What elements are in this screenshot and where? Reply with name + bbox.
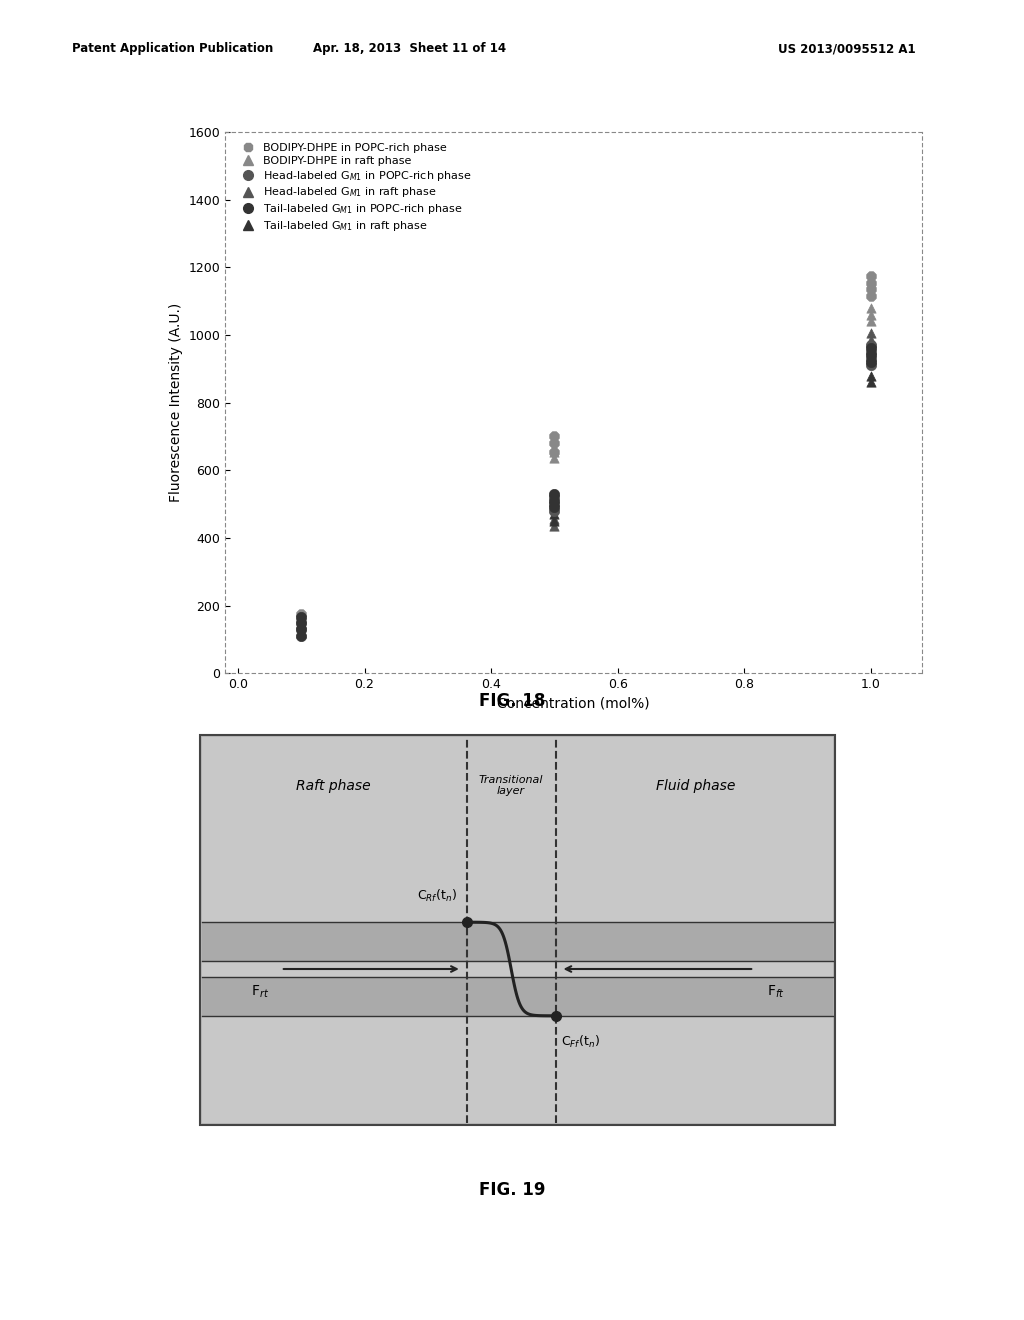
Point: [546, 500, 562, 521]
Text: C$_{Ff}$(t$_n$): C$_{Ff}$(t$_n$): [560, 1034, 599, 1049]
Legend: BODIPY-DHPE in POPC-rich phase, BODIPY-DHPE in raft phase, Head-labeled G$_{M1}$: BODIPY-DHPE in POPC-rich phase, BODIPY-D…: [230, 137, 477, 239]
Text: Patent Application Publication: Patent Application Publication: [72, 42, 273, 55]
Point: [293, 607, 309, 628]
Point: [863, 330, 880, 351]
Point: [546, 441, 562, 462]
Point: [546, 426, 562, 447]
Point: [546, 511, 562, 532]
Point: [863, 345, 880, 366]
Point: [863, 338, 880, 359]
Point: [863, 342, 880, 363]
Point: [863, 297, 880, 318]
Point: [546, 447, 562, 469]
Bar: [200, 735, 835, 1125]
Point: [293, 619, 309, 640]
Point: [546, 433, 562, 454]
Point: [863, 334, 880, 355]
Point: [863, 272, 880, 293]
Point: [863, 304, 880, 325]
Point: [863, 322, 880, 343]
Point: [863, 265, 880, 286]
Text: Fluid phase: Fluid phase: [655, 779, 735, 793]
Point: [863, 366, 880, 387]
Point: [293, 626, 309, 647]
Point: [546, 494, 562, 515]
Point: [863, 285, 880, 306]
Point: [293, 610, 309, 631]
Point: [546, 441, 562, 462]
Point: [546, 516, 562, 537]
Text: F$_{rt}$: F$_{rt}$: [251, 983, 269, 1001]
X-axis label: Concentration (mol%): Concentration (mol%): [497, 697, 650, 710]
Text: Apr. 18, 2013  Sheet 11 of 14: Apr. 18, 2013 Sheet 11 of 14: [313, 42, 506, 55]
Point: [546, 490, 562, 511]
Point: [293, 619, 309, 640]
Text: US 2013/0095512 A1: US 2013/0095512 A1: [778, 42, 915, 55]
Point: [293, 603, 309, 624]
Text: Raft phase: Raft phase: [296, 779, 371, 793]
Point: [546, 487, 562, 508]
Point: [863, 312, 880, 333]
Text: FIG. 18: FIG. 18: [479, 692, 545, 710]
Point: [863, 355, 880, 376]
Bar: [202, 977, 833, 1016]
Point: [293, 612, 309, 634]
Point: [293, 616, 309, 638]
Point: [546, 504, 562, 525]
Text: C$_{Rf}$(t$_n$): C$_{Rf}$(t$_n$): [417, 888, 457, 904]
Bar: [202, 923, 833, 961]
Point: [293, 623, 309, 644]
Point: [546, 483, 562, 504]
Y-axis label: Fluorescence Intensity (A.U.): Fluorescence Intensity (A.U.): [169, 304, 183, 502]
Text: Transitional
layer: Transitional layer: [479, 775, 544, 796]
Point: [546, 496, 562, 517]
Text: FIG. 19: FIG. 19: [479, 1180, 545, 1199]
Point: [546, 508, 562, 529]
Point: [863, 348, 880, 370]
Point: [863, 351, 880, 372]
Text: F$_{ft}$: F$_{ft}$: [767, 983, 784, 1001]
Point: [863, 372, 880, 393]
Point: [863, 279, 880, 300]
Bar: [202, 737, 833, 1123]
